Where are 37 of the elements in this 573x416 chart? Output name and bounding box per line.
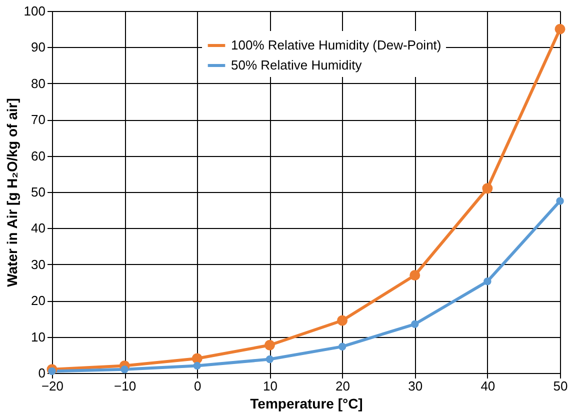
point bbox=[193, 362, 202, 370]
x-tick-label: 20 bbox=[336, 378, 350, 394]
y-tick-label: 60 bbox=[31, 148, 46, 164]
point bbox=[192, 353, 202, 364]
point bbox=[337, 315, 348, 326]
y-axis-title: Water in Air [g H₂O/kg of air] bbox=[4, 98, 20, 287]
point bbox=[484, 278, 492, 286]
x-tick-label: −10 bbox=[114, 378, 136, 394]
y-tick-label: 80 bbox=[31, 76, 46, 91]
point bbox=[48, 367, 56, 376]
x-tick-label: 30 bbox=[408, 378, 423, 394]
y-tick-label: 0 bbox=[38, 366, 46, 380]
x-tick-label: 10 bbox=[262, 378, 278, 394]
y-tick-label: 30 bbox=[31, 256, 46, 272]
y-tick-label: 70 bbox=[31, 112, 46, 128]
y-tick-label: 20 bbox=[31, 293, 46, 308]
point bbox=[120, 366, 128, 374]
point bbox=[410, 270, 420, 280]
y-tick-label: 50 bbox=[31, 184, 46, 200]
y-tick-label: 40 bbox=[31, 220, 46, 236]
point bbox=[264, 340, 275, 350]
point bbox=[482, 183, 493, 194]
point bbox=[556, 197, 564, 205]
point bbox=[338, 342, 346, 350]
y-tick-label: 90 bbox=[31, 40, 46, 55]
x-tick-label: 0 bbox=[194, 378, 202, 394]
x-tick-label: −20 bbox=[41, 378, 64, 394]
point bbox=[554, 24, 566, 34]
x-tick-label: 50 bbox=[553, 378, 568, 394]
point bbox=[410, 320, 419, 328]
x-tick-label: 40 bbox=[480, 378, 496, 394]
legend-label: 50% Relative Humidity bbox=[231, 58, 362, 72]
x-axis-title: Temperature [°C] bbox=[250, 396, 363, 412]
point bbox=[266, 355, 274, 364]
legend-label: 100% Relative Humidity (Dew-Point) bbox=[231, 38, 442, 52]
y-tick-label: 100 bbox=[24, 4, 46, 18]
y-tick-label: 10 bbox=[31, 329, 46, 344]
